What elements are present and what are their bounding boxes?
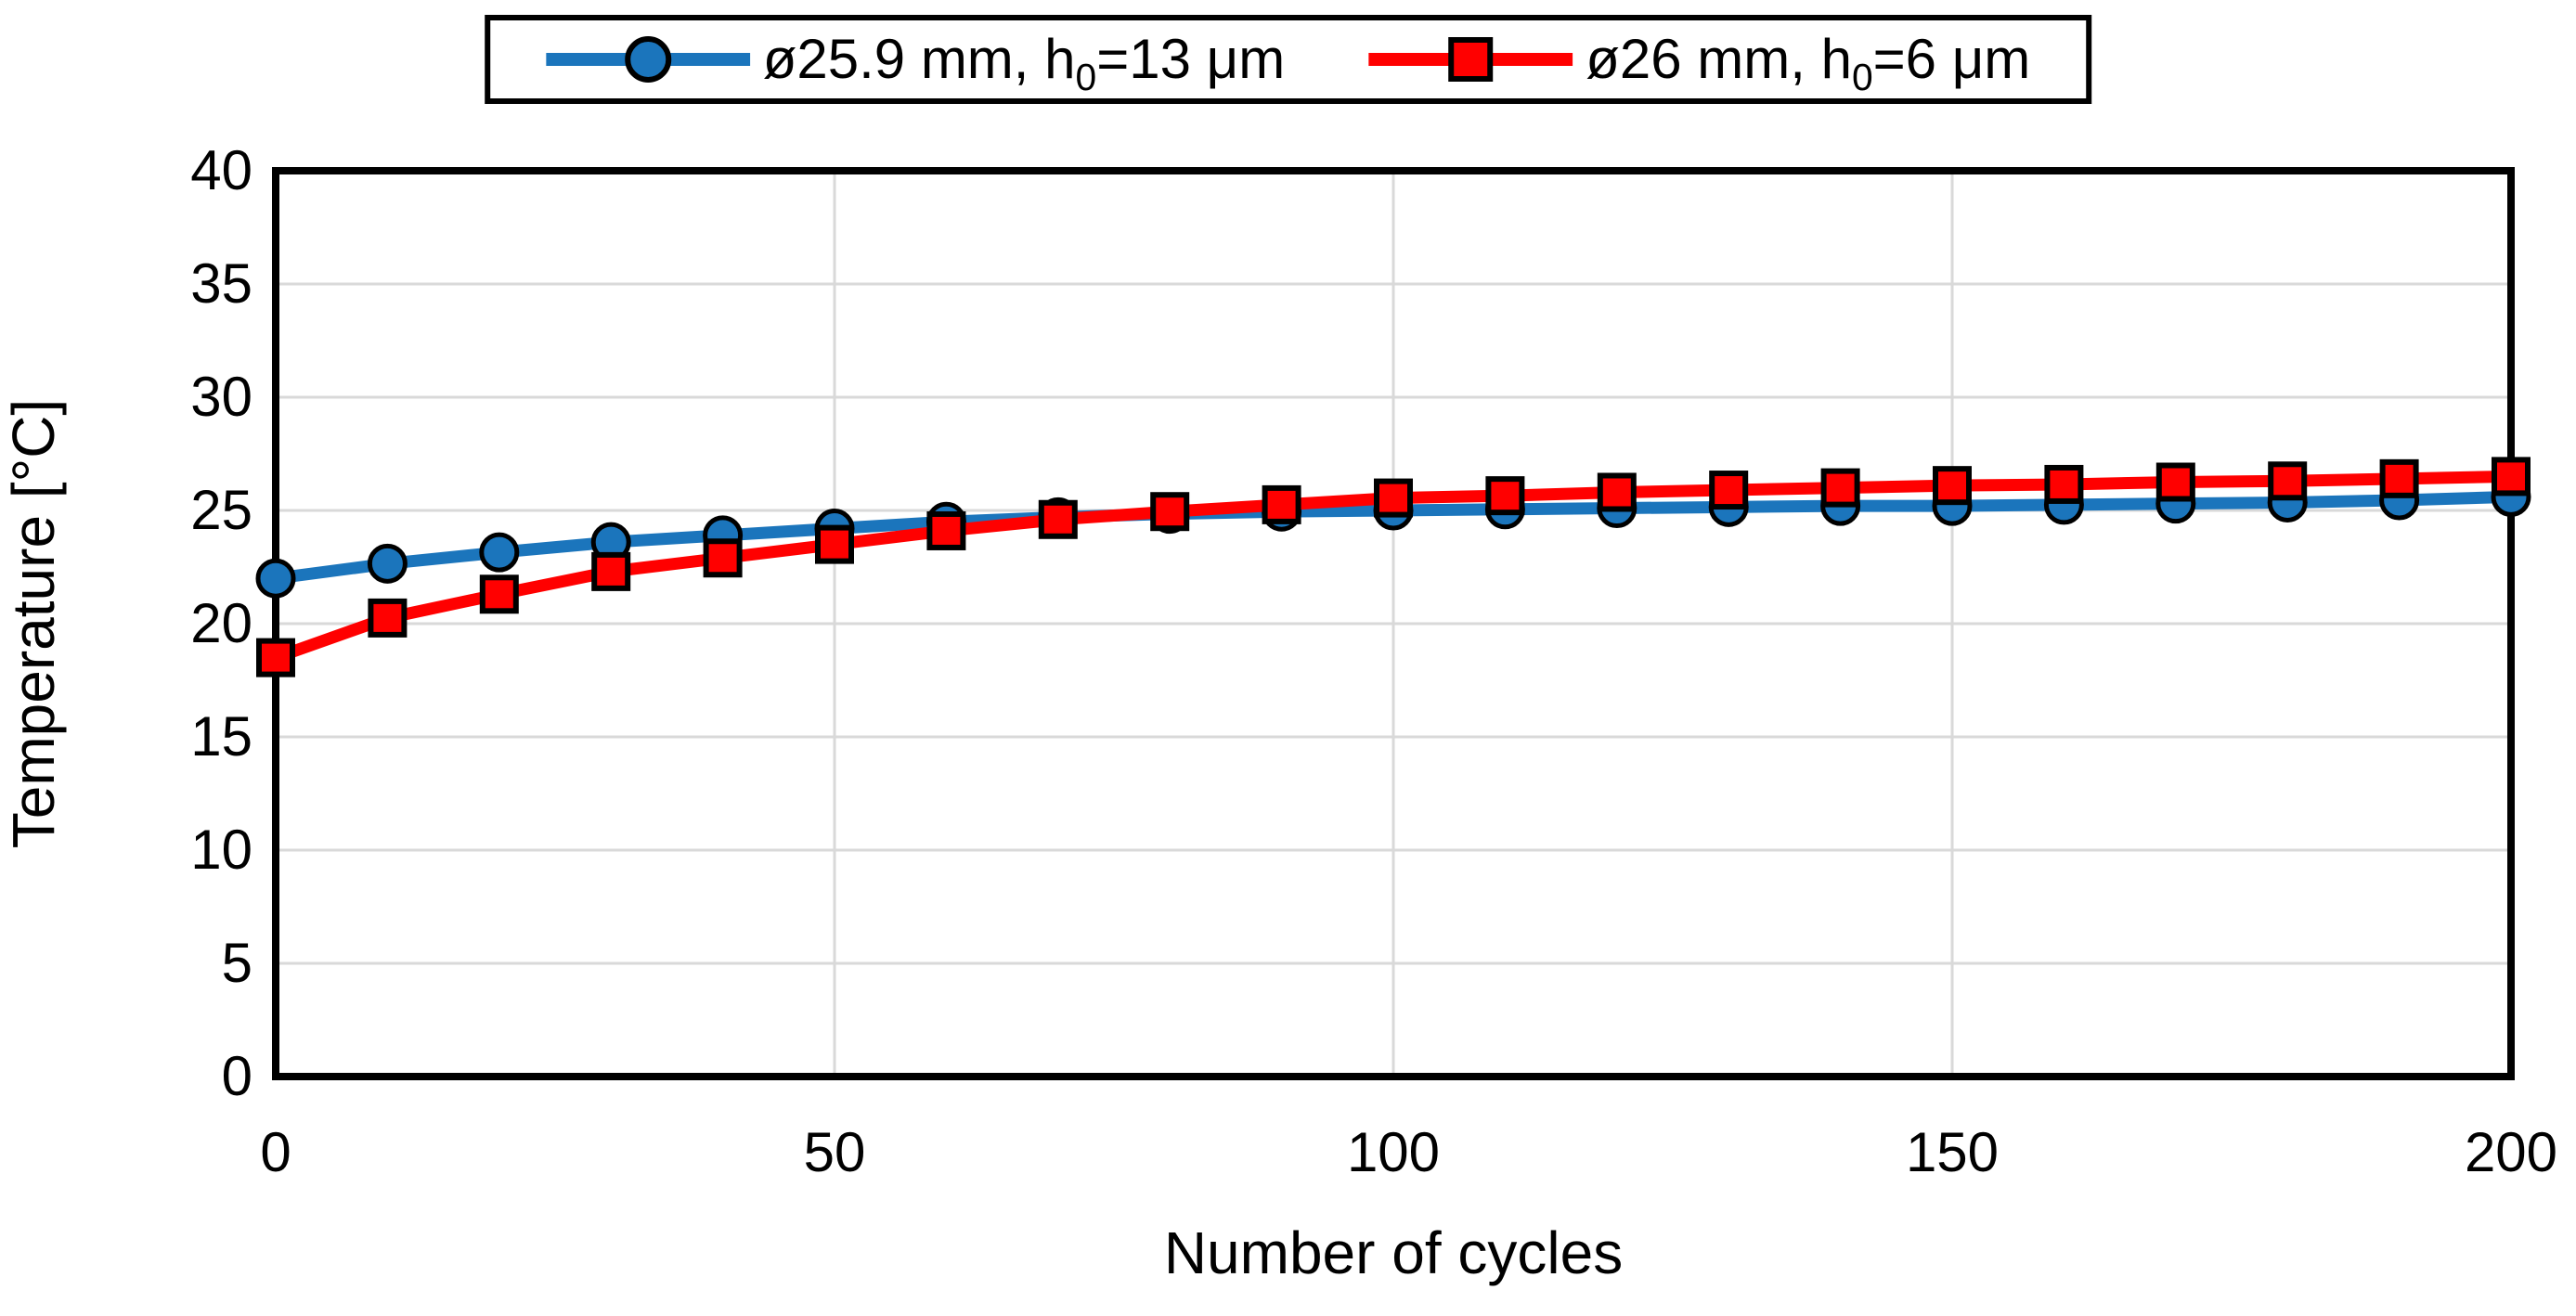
marker-red-x100 [1374,478,1413,518]
x-tick-label-100: 100 [1347,1121,1440,1183]
marker-red-x60 [926,510,966,550]
y-tick-label-5: 5 [222,932,252,994]
y-tick-label-35: 35 [190,252,252,315]
y-tick-label-15: 15 [190,705,252,768]
y-tick-label-40: 40 [190,139,252,201]
legend-circle-marker-icon [545,36,750,83]
legend-label-red: ø26 mm, h0=6 μm [1586,32,2030,97]
y-tick-label-25: 25 [190,479,252,541]
x-tick-label-200: 200 [2465,1121,2557,1183]
marker-red-x70 [1038,499,1078,539]
y-axis-title: Temperature [°C] [0,399,67,848]
marker-red-x50 [815,524,854,564]
legend-label-prefix: ø25.9 mm, h [762,28,1076,90]
marker-red-x180 [2268,461,2308,501]
x-tick-label-150: 150 [1906,1121,1999,1183]
plot-frame [272,167,2515,1080]
marker-red-x170 [2155,462,2195,502]
chart-legend: ø25.9 mm, h0=13 μm ø26 mm, h0=6 μm [484,15,2092,104]
marker-red-x150 [1933,466,1972,506]
y-tick-label-20: 20 [190,592,252,654]
marker-red-x10 [368,598,408,638]
marker-red-x140 [1820,468,1860,508]
y-tick-label-30: 30 [190,366,252,428]
x-tick-label-50: 50 [804,1121,866,1183]
marker-red-x130 [1709,471,1749,510]
legend-item-red: ø26 mm, h0=6 μm [1368,30,2030,97]
legend-label-suffix: =13 μm [1096,28,1286,90]
marker-red-x90 [1262,484,1301,524]
marker-red-x160 [2044,464,2084,504]
y-tick-label-0: 0 [222,1045,252,1107]
y-tick-label-10: 10 [190,819,252,881]
legend-label-subscript: 0 [1851,56,1873,98]
marker-red-x80 [1150,492,1190,532]
marker-red-x0 [256,638,295,677]
marker-red-x200 [2492,457,2531,497]
marker-red-x30 [591,551,631,591]
legend-label-prefix: ø26 mm, h [1586,28,1852,90]
marker-red-x20 [479,574,519,614]
legend-label-blue: ø25.9 mm, h0=13 μm [763,32,1285,97]
x-axis-title: Number of cycles [1164,1219,1623,1286]
marker-red-x40 [703,538,743,578]
legend-square-marker-icon [1368,37,1573,82]
legend-label-suffix: =6 μm [1872,28,2031,90]
marker-red-x120 [1597,472,1637,512]
marker-blue-x0 [255,558,296,599]
marker-blue-x20 [479,532,520,573]
marker-red-x110 [1485,476,1525,516]
x-tick-label-0: 0 [260,1121,291,1183]
marker-red-x190 [2379,458,2419,498]
legend-label-subscript: 0 [1075,56,1097,98]
marker-blue-x10 [367,543,408,584]
legend-item-blue: ø25.9 mm, h0=13 μm [545,30,1285,97]
